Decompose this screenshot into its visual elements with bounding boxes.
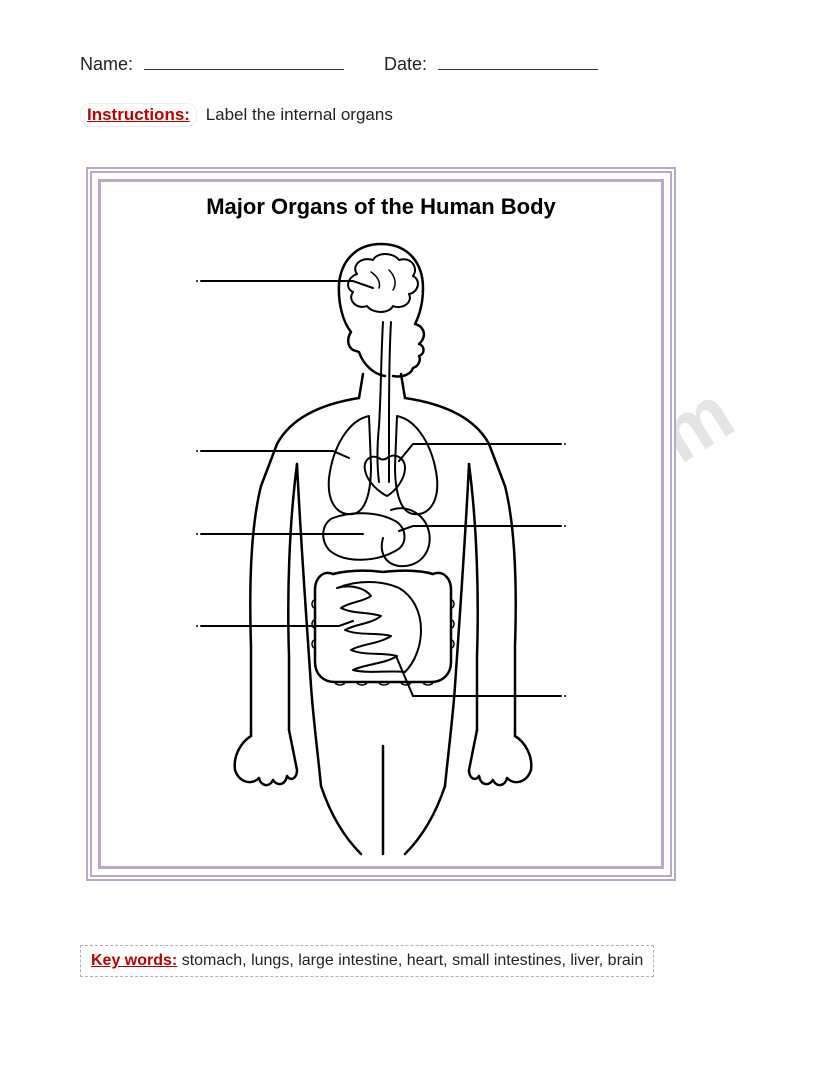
keywords-box: Key words: stomach, lungs, large intesti… — [80, 945, 654, 977]
worksheet-page: Name: Date: Instructions: Label the inte… — [0, 0, 838, 1017]
instructions-label: Instructions: — [87, 105, 190, 124]
date-blank[interactable] — [438, 50, 598, 70]
date-field: Date: — [384, 50, 598, 75]
diagram-title: Major Organs of the Human Body — [101, 182, 661, 226]
keywords-label: Key words: — [91, 952, 177, 969]
diagram-frame: Major Organs of the Human Body — [86, 167, 676, 881]
keywords-text: stomach, lungs, large intestine, heart, … — [182, 952, 644, 969]
instructions-row: Instructions: Label the internal organs — [80, 103, 758, 127]
label-leader-line — [399, 526, 561, 531]
instructions-text: Label the internal organs — [206, 105, 393, 124]
date-label: Date: — [384, 54, 427, 74]
label-leader-line — [201, 621, 353, 626]
label-leader-line — [396, 656, 561, 696]
label-leader-line — [399, 444, 561, 461]
instructions-pill: Instructions: — [80, 103, 197, 127]
header-row: Name: Date: — [80, 50, 758, 75]
name-label: Name: — [80, 54, 133, 74]
name-field: Name: — [80, 50, 344, 75]
body-diagram — [101, 226, 661, 866]
name-blank[interactable] — [144, 50, 344, 70]
diagram-inner: Major Organs of the Human Body — [98, 179, 664, 869]
